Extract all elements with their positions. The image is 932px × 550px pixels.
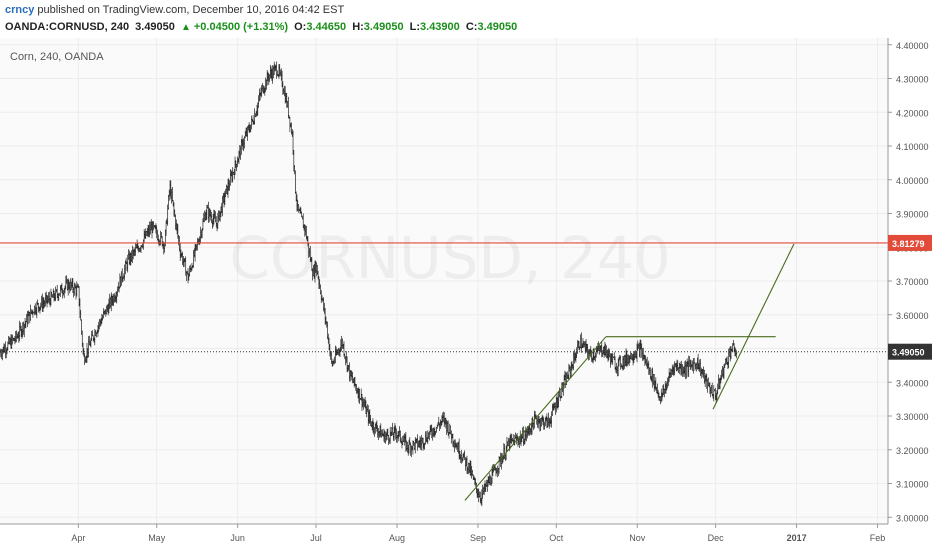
chart-legend: Corn, 240, OANDA <box>10 51 104 63</box>
publish-info: crncy published on TradingView.com, Dece… <box>5 4 344 16</box>
time-tick-label: Oct <box>549 533 564 543</box>
resistance-price-tag-bg <box>888 234 932 251</box>
time-tick-label: Sep <box>470 533 486 543</box>
high-label: H: <box>352 21 364 33</box>
trendlines <box>464 243 795 501</box>
time-tick-label: Nov <box>629 533 646 543</box>
high-value: 3.49050 <box>363 21 404 33</box>
time-tick-label: Dec <box>708 533 725 543</box>
price-tick-label: 3.30000 <box>896 412 929 422</box>
price-tick-label: 3.60000 <box>896 311 929 321</box>
trendline[interactable] <box>712 243 795 410</box>
price-series <box>0 61 738 507</box>
price-tick-label: 4.10000 <box>896 142 929 152</box>
chart-header: crncy published on TradingView.com, Dece… <box>0 0 932 38</box>
up-arrow-icon: ▲ <box>180 22 191 33</box>
last-price: 3.49050 <box>135 21 175 33</box>
open-label: O: <box>294 21 307 33</box>
price-change: +0.04500 (+1.31%) <box>193 21 289 33</box>
price-tick-label: 3.40000 <box>896 378 929 388</box>
time-tick-label: Apr <box>71 533 85 543</box>
price-tick-label: 3.00000 <box>896 513 929 523</box>
price-tick-label: 3.20000 <box>896 446 929 456</box>
low-value: 3.43900 <box>420 21 460 33</box>
low-label: L: <box>409 21 421 33</box>
price-tick-label: 4.20000 <box>896 108 929 118</box>
price-tick-label: 3.70000 <box>896 277 929 287</box>
author-link[interactable]: crncy <box>5 4 35 16</box>
horizontal-lines <box>0 242 888 353</box>
price-tags: 3.81279 3.49050 <box>888 234 932 360</box>
time-tick-label: Feb <box>870 533 886 543</box>
price-tick-label: 4.40000 <box>896 41 929 51</box>
last-price-tag-bg <box>888 343 932 360</box>
price-tick-label: 4.30000 <box>896 75 929 85</box>
time-tick-label: Jul <box>310 533 322 543</box>
close-value: 3.49050 <box>477 21 518 33</box>
time-tick-label: May <box>148 533 166 543</box>
price-chart[interactable]: CORNUSD, 240 4.40000 4.30000 4.20000 4.1000… <box>0 38 932 550</box>
open-value: 3.44650 <box>306 21 347 33</box>
resistance-price-tag: 3.81279 <box>892 239 925 249</box>
price-tick-label: 4.00000 <box>896 176 929 186</box>
last-price-tag: 3.49050 <box>892 348 925 358</box>
time-tick-label: Aug <box>389 533 405 543</box>
symbol-watermark: CORNUSD, 240 <box>229 224 670 292</box>
trendline[interactable] <box>464 336 607 501</box>
close-label: C: <box>465 21 478 33</box>
symbol-label[interactable]: OANDA:CORNUSD, 240 <box>5 21 130 33</box>
publish-text: published on TradingView.com, December 1… <box>37 4 345 16</box>
time-tick-label: Jun <box>230 533 245 543</box>
time-axis[interactable]: Apr May Jun Jul Aug Sep Oct Nov Dec 2017 Feb <box>71 524 885 543</box>
price-tick-label: 3.90000 <box>896 210 929 220</box>
time-tick-label: 2017 <box>787 533 807 543</box>
price-tick-label: 3.10000 <box>896 480 929 490</box>
ohlc-bar: OANDA:CORNUSD, 240 3.49050 ▲ +0.04500 (+1… <box>5 21 520 33</box>
